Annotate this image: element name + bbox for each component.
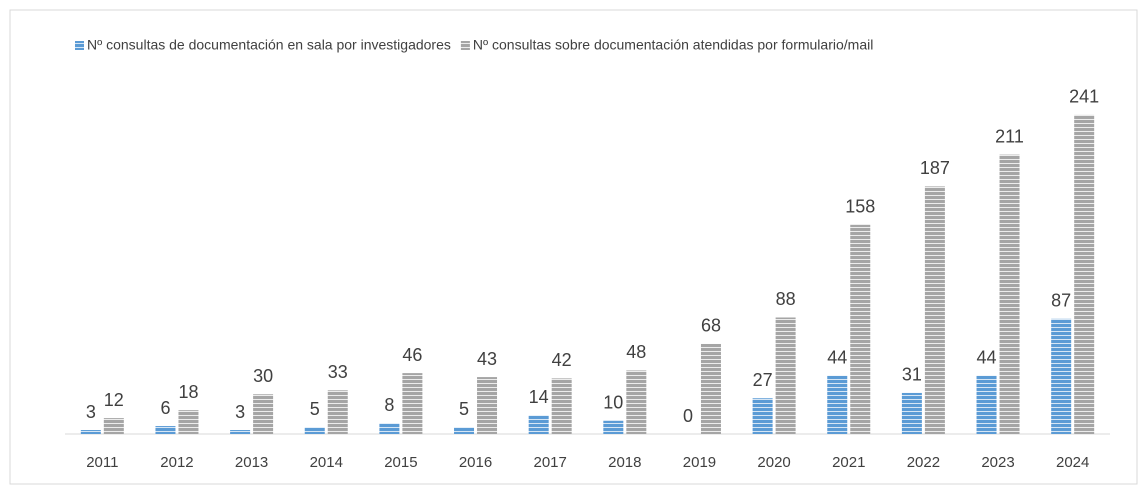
- bar: [477, 377, 498, 434]
- data-label: 27: [753, 370, 773, 390]
- x-tick-label: 2016: [459, 454, 492, 471]
- bar: [379, 423, 400, 434]
- bar: [551, 378, 572, 434]
- x-tick-label: 2023: [981, 454, 1014, 471]
- data-label: 43: [477, 349, 497, 369]
- x-tick-label: 2011: [86, 454, 118, 471]
- data-label: 3: [86, 402, 96, 422]
- data-label: 68: [701, 316, 721, 336]
- data-label: 88: [776, 289, 796, 309]
- data-label: 44: [827, 347, 847, 367]
- data-label: 30: [253, 366, 273, 386]
- x-tick-label: 2019: [683, 454, 716, 471]
- data-label: 18: [178, 382, 198, 402]
- chart-frame: [9, 9, 1138, 485]
- bar: [304, 427, 325, 434]
- bar: [80, 430, 101, 434]
- legend-swatch: [460, 41, 470, 50]
- bar: [850, 224, 871, 434]
- data-label: 44: [977, 347, 997, 367]
- data-label: 33: [328, 362, 348, 382]
- x-tick-label: 2024: [1056, 454, 1089, 471]
- legend-swatch: [75, 41, 84, 50]
- bar: [253, 394, 274, 434]
- bar: [901, 392, 922, 434]
- bar: [976, 375, 997, 434]
- bar: [230, 430, 251, 434]
- data-label: 10: [603, 393, 623, 413]
- bar: [700, 343, 721, 434]
- bar: [827, 375, 848, 434]
- data-label: 6: [160, 398, 170, 418]
- legend-label: Nº consultas sobre documentación atendid…: [473, 37, 873, 53]
- data-label: 187: [920, 158, 950, 178]
- bar: [402, 373, 423, 434]
- bar: [924, 186, 945, 434]
- bar: [327, 390, 348, 434]
- x-tick-label: 2017: [533, 454, 566, 471]
- bar: [528, 415, 549, 434]
- data-label: 14: [529, 387, 549, 407]
- data-label: 241: [1069, 87, 1099, 107]
- x-tick-label: 2022: [907, 454, 940, 471]
- x-tick-label: 2012: [160, 454, 193, 471]
- bar: [155, 426, 176, 434]
- x-tick-label: 2013: [235, 454, 268, 471]
- data-label: 46: [402, 345, 422, 365]
- bar: [1051, 318, 1072, 434]
- x-tick-label: 2014: [310, 454, 343, 471]
- data-label: 5: [459, 399, 469, 419]
- bar: [178, 410, 199, 434]
- x-tick-label: 2020: [757, 454, 790, 471]
- data-label: 31: [902, 365, 922, 385]
- data-label: 0: [683, 406, 693, 426]
- x-tick-label: 2021: [832, 454, 865, 471]
- data-label: 12: [104, 390, 124, 410]
- bar: [1074, 114, 1095, 434]
- data-label: 48: [626, 342, 646, 362]
- data-label: 87: [1051, 291, 1071, 311]
- bar: [752, 398, 773, 434]
- bar: [999, 154, 1020, 435]
- data-label: 5: [310, 399, 320, 419]
- data-label: 42: [552, 350, 572, 370]
- data-label: 211: [995, 126, 1024, 146]
- bar: [454, 427, 475, 434]
- x-tick-label: 2018: [608, 454, 641, 471]
- data-label: 158: [845, 197, 875, 217]
- legend-label: Nº consultas de documentación en sala po…: [87, 37, 451, 53]
- x-tick-label: 2015: [384, 454, 417, 471]
- bar: [626, 370, 647, 434]
- bar: [603, 420, 624, 434]
- data-label: 8: [384, 395, 394, 415]
- bar: [775, 317, 796, 434]
- data-label: 3: [235, 402, 245, 422]
- bar: [103, 418, 124, 434]
